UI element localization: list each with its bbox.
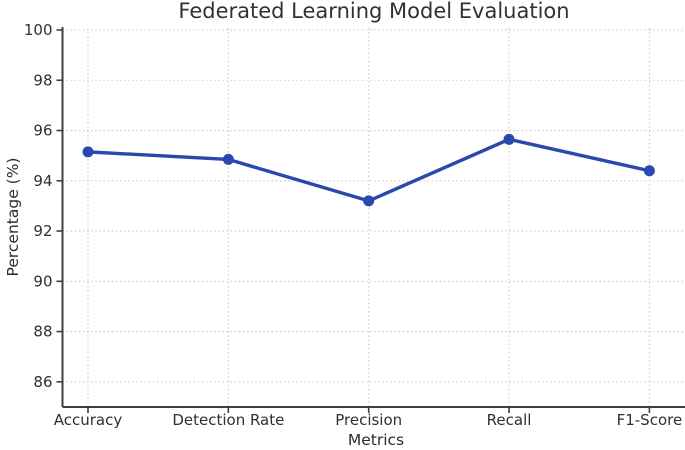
- data-point: [82, 146, 94, 158]
- data-point: [643, 165, 655, 177]
- y-tick-label: 98: [33, 71, 52, 89]
- data-point: [503, 133, 515, 145]
- y-axis-label: Percentage (%): [4, 158, 22, 277]
- y-tick-label: 88: [33, 323, 52, 341]
- y-tick-label: 86: [33, 373, 52, 391]
- y-tick-label: 92: [33, 222, 52, 240]
- data-line: [86, 137, 652, 203]
- y-tick-label: 90: [33, 272, 52, 290]
- x-tick-label: Accuracy: [54, 411, 123, 429]
- data-point: [222, 153, 234, 165]
- data-point: [363, 195, 375, 207]
- x-tick-label: F1-Score: [617, 411, 683, 429]
- y-tick-label: 100: [24, 21, 53, 39]
- x-tick-label: Detection Rate: [172, 411, 284, 429]
- x-axis-label: Metrics: [348, 431, 404, 449]
- y-tick-label: 96: [33, 122, 52, 140]
- y-tick-label: 94: [33, 172, 52, 190]
- chart-title: Federated Learning Model Evaluation: [178, 0, 569, 23]
- x-tick-label: Precision: [335, 411, 402, 429]
- x-tick-label: Recall: [487, 411, 532, 429]
